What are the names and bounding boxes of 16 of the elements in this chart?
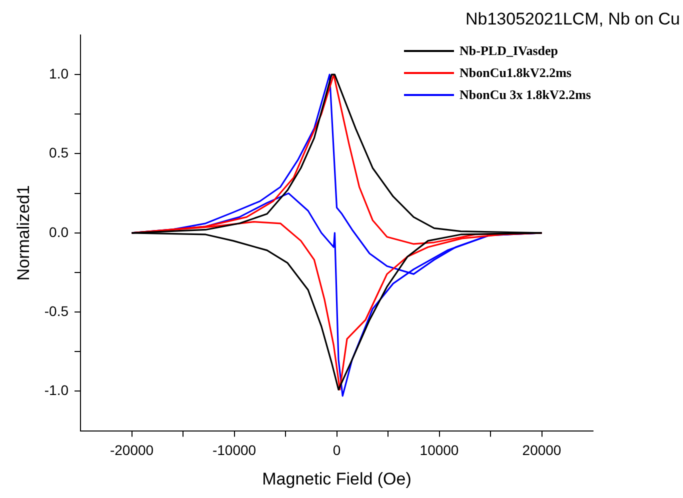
y-tick-label: 1.0 <box>49 65 69 82</box>
legend-label: Nb-PLD_IVasdep <box>460 43 558 59</box>
x-tick-label: 0 <box>332 442 341 458</box>
y-tick-label: -1.0 <box>44 382 69 398</box>
x-axis-title: Magnetic Field (Oe) <box>262 469 412 488</box>
x-tick-label: 10000 <box>420 442 459 458</box>
legend-label: NbonCu1.8kV2.2ms <box>460 65 572 81</box>
y-tick-label: 0.0 <box>49 224 69 240</box>
chart-title: Nb13052021LCM, Nb on Cu <box>465 10 680 29</box>
x-tick-label: -20000 <box>110 442 154 458</box>
x-tick-label: -10000 <box>212 442 256 458</box>
legend-label: NbonCu 3x 1.8kV2.2ms <box>460 87 591 103</box>
x-tick-label: 20000 <box>522 442 562 458</box>
y-tick-label: 0.5 <box>49 144 69 161</box>
y-tick-label: -0.5 <box>44 302 69 319</box>
y-axis-title: Normalized1 <box>14 185 33 281</box>
